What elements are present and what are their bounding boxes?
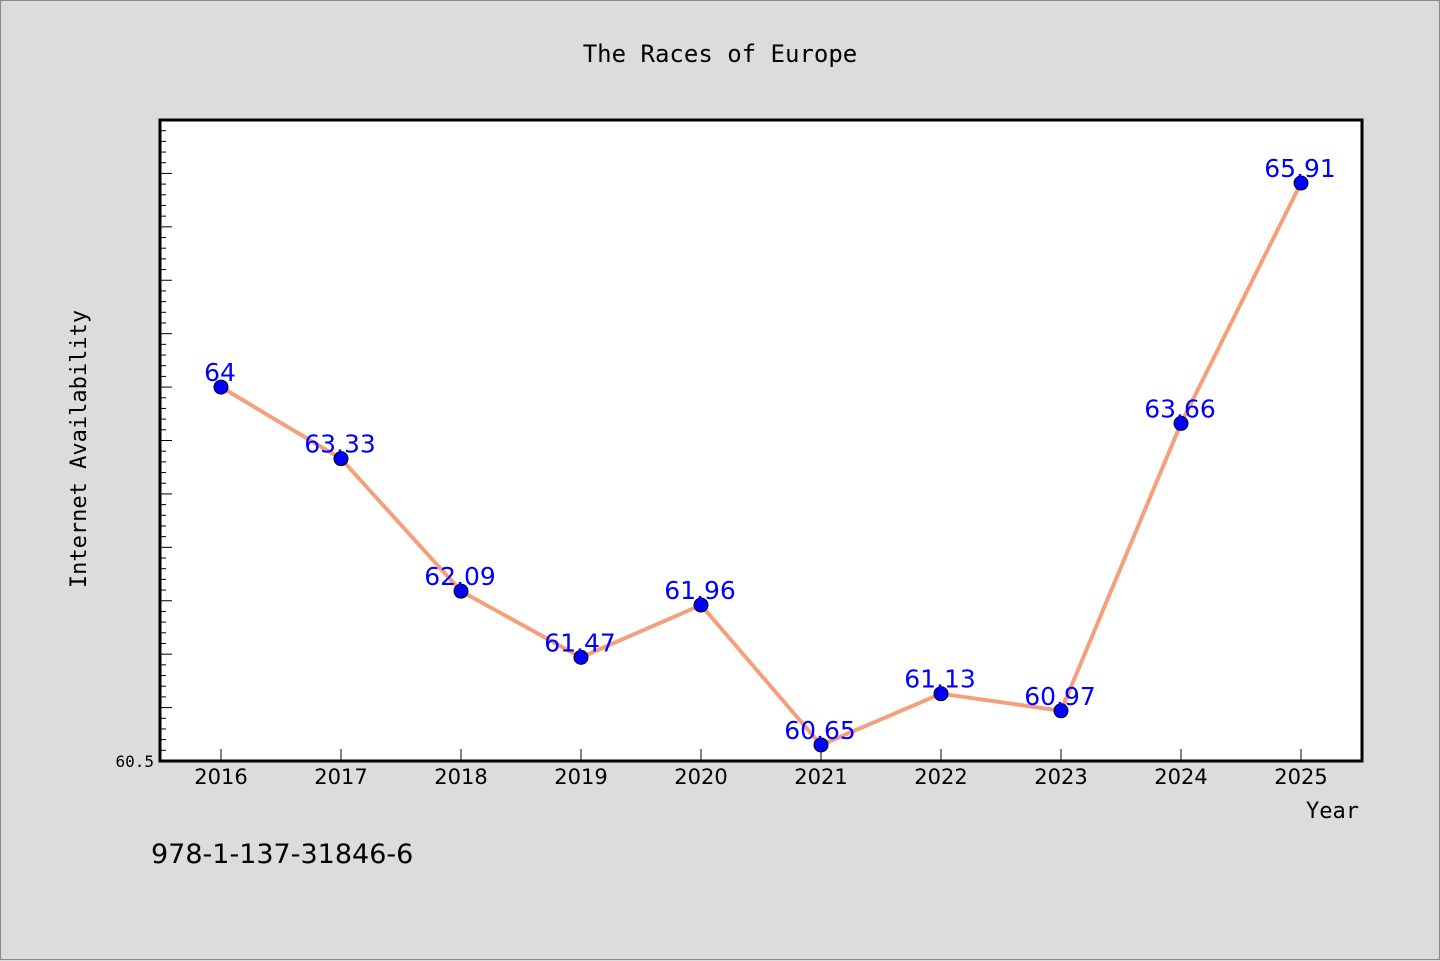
data-label: 63.33 — [304, 430, 376, 459]
data-label: 61.13 — [904, 665, 976, 694]
series-layer — [213, 175, 1309, 753]
data-point — [1053, 703, 1069, 719]
data-point — [693, 597, 709, 613]
data-point — [813, 737, 829, 753]
x-tick-label: 2025 — [1274, 765, 1327, 789]
chart-title: The Races of Europe — [583, 40, 858, 68]
x-tick-label: 2020 — [674, 765, 727, 789]
data-point — [1173, 415, 1189, 431]
x-tick-label: 2022 — [914, 765, 967, 789]
x-tick-label: 2017 — [314, 765, 367, 789]
data-point — [1293, 175, 1309, 191]
data-point — [333, 451, 349, 467]
x-tick-label: 2019 — [554, 765, 607, 789]
x-tick-label: 2016 — [194, 765, 247, 789]
data-point — [933, 686, 949, 702]
data-label: 60.97 — [1024, 682, 1096, 711]
data-point — [453, 583, 469, 599]
y-tick-label: 60.5 — [115, 752, 154, 771]
data-label: 60.65 — [784, 716, 856, 745]
data-label: 63.66 — [1144, 394, 1216, 423]
data-point — [213, 379, 229, 395]
data-labels: 64 63.33 62.09 61.47 61.96 60.65 61.13 60.97 63.… — [204, 154, 1336, 745]
data-label: 62.09 — [424, 562, 496, 591]
data-point — [573, 649, 589, 665]
plot-area — [158, 118, 1364, 763]
x-tick-label: 2018 — [434, 765, 487, 789]
x-tick-label: 2021 — [794, 765, 847, 789]
x-axis-title: Year — [1306, 799, 1359, 824]
x-tick-label: 2023 — [1034, 765, 1087, 789]
isbn-text: 978-1-137-31846-6 — [151, 839, 413, 870]
data-label: 61.47 — [544, 628, 616, 657]
x-axis-ticks: 2016 2017 2018 2019 2020 2021 2022 2023 2024 2025 — [194, 749, 1328, 789]
y-axis-ticks: 60.5 — [115, 119, 172, 771]
series-line — [219, 181, 1303, 747]
y-axis-title: Internet Availability — [67, 310, 92, 588]
x-tick-label: 2024 — [1154, 765, 1207, 789]
data-label: 65.91 — [1264, 154, 1336, 183]
data-label: 64 — [204, 358, 236, 387]
data-label: 61.96 — [664, 576, 736, 605]
